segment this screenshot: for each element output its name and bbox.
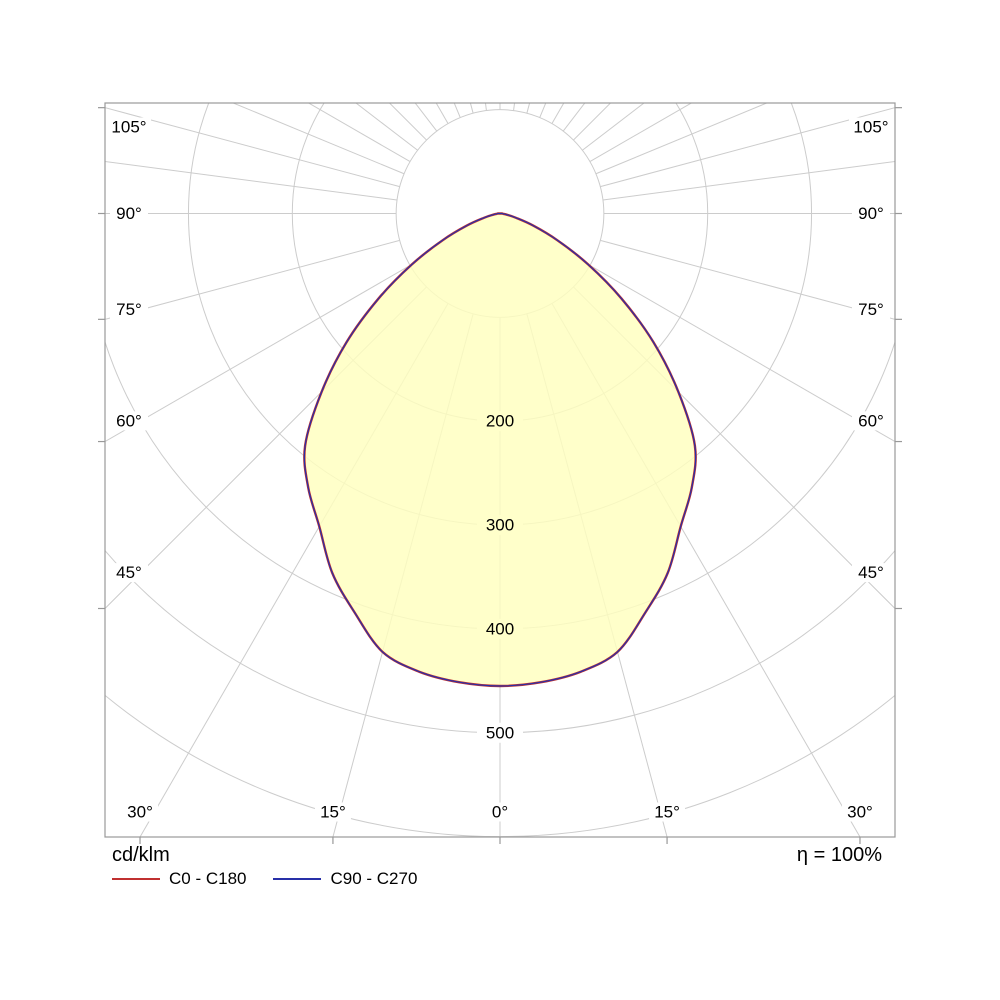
ring-label-500: 500: [486, 723, 514, 742]
grid-ray-105: [105, 107, 400, 188]
curve-legend: C0 - C180 C90 - C270: [112, 869, 417, 889]
grid-ray-165: [526, 103, 531, 114]
grid-ray-75: [105, 239, 400, 320]
angle-label: 90°: [858, 204, 884, 223]
grid-ray-172.5: [484, 103, 487, 111]
c90-c270-label: C90 - C270: [330, 869, 418, 888]
grid-ray-105: [600, 107, 895, 188]
angle-label-box: [122, 802, 159, 822]
angle-label: 90°: [116, 204, 142, 223]
angle-label: 30°: [847, 803, 873, 822]
ring-label-300: 300: [486, 516, 514, 535]
grid-ray-127.5: [355, 103, 418, 151]
angle-label-box: [841, 802, 878, 822]
angle-label-box: [852, 563, 890, 583]
grid-ray-135: [573, 103, 612, 141]
angle-label: 60°: [116, 411, 142, 430]
grid-ray-75: [600, 239, 895, 320]
ring-label-box-300: [477, 515, 523, 536]
angle-labels: 0° 15° 15° 30° 30° 45° 45° 60° 60° 75° 75° 90° 90° 10…: [107, 117, 893, 822]
grid-ray-135: [388, 103, 427, 141]
grid-ray-45: [573, 286, 895, 610]
legend-item-c0-c180: C0 - C180: [112, 869, 246, 889]
angle-label-box: [314, 802, 351, 822]
angle-label: 45°: [858, 563, 884, 582]
grid-ray-97.5: [602, 160, 895, 201]
ring-label-box-400: [477, 618, 523, 639]
grid-ray-127.5: [582, 103, 645, 151]
grid-ray-120: [589, 103, 693, 163]
grid-ray-60: [105, 264, 411, 443]
c0-c180-label: C0 - C180: [169, 869, 247, 888]
ring-label-400: 400: [486, 619, 514, 638]
intensity-distribution-fill: [304, 213, 696, 686]
angle-label: 105°: [853, 118, 888, 137]
angle-label-box: [486, 802, 514, 822]
grid-ray-157.5: [453, 103, 461, 118]
grid-ray-120: [307, 103, 411, 163]
angle-label: 15°: [654, 803, 680, 822]
grid-ray-150: [435, 103, 449, 124]
angle-label-box: [107, 117, 151, 137]
angle-label: 75°: [116, 300, 142, 319]
unit-label: cd/klm: [112, 844, 170, 866]
legend-item-c90-c270: C90 - C270: [273, 869, 417, 889]
angle-label: 75°: [858, 300, 884, 319]
grid-ray-165: [469, 103, 474, 114]
curve-c90-c270: [303, 212, 697, 687]
grid-ray-112.5: [595, 103, 769, 175]
ring-label-box-500: [477, 722, 523, 743]
angle-label: 15°: [320, 803, 346, 822]
grid-ray-142.5: [414, 103, 438, 132]
angle-label: 45°: [116, 563, 142, 582]
angle-label: 0°: [492, 803, 508, 822]
ring-value-labels: 200 300 400 500: [477, 411, 523, 743]
angle-label: 105°: [111, 118, 146, 137]
grid-ray-142.5: [562, 103, 586, 132]
grid-ray-60: [589, 264, 895, 443]
angle-label-box: [110, 204, 148, 223]
angle-label-box: [852, 300, 890, 320]
light-output-ratio-label: η = 100%: [796, 844, 882, 866]
angle-label: 30°: [127, 803, 153, 822]
ring-label-box-200: [477, 411, 523, 432]
c0-c180-line-swatch: [112, 878, 160, 880]
angle-label-box: [649, 802, 686, 822]
grid-ray-157.5: [539, 103, 547, 118]
grid-ray-45: [105, 286, 427, 610]
angle-label-box: [852, 204, 890, 223]
c90-c270-line-swatch: [273, 878, 322, 880]
angle-label-box: [110, 411, 148, 431]
grid-ray-97.5: [105, 160, 398, 201]
angle-ticks: [98, 107, 902, 844]
angle-label-box: [852, 411, 890, 431]
grid-ray-172.5: [513, 103, 516, 111]
angle-label-box: [849, 117, 893, 137]
angle-label: 60°: [858, 411, 884, 430]
ring-label-200: 200: [486, 412, 514, 431]
grid-ray-150: [551, 103, 565, 124]
grid-ray-112.5: [231, 103, 405, 175]
angle-label-box: [110, 563, 148, 583]
angle-label-box: [110, 300, 148, 320]
